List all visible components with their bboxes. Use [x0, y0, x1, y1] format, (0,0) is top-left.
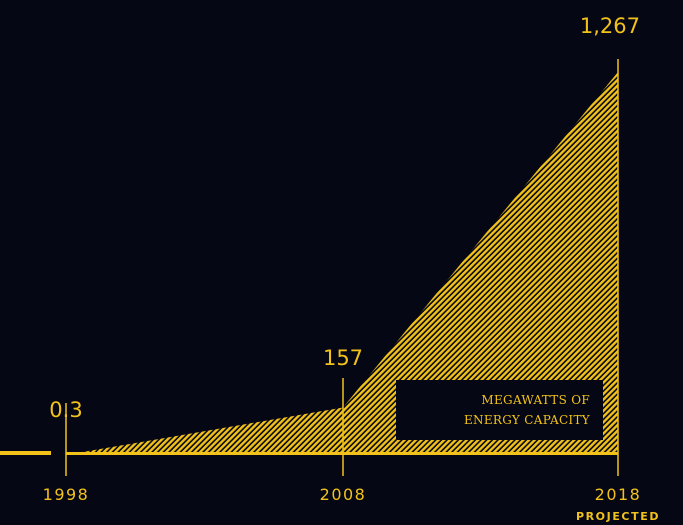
value-label-2008: 157 — [323, 346, 363, 370]
legend-line-1: MEGAWATTS OF — [481, 393, 590, 407]
note-label-2018: PROJECTED — [576, 510, 660, 523]
tick-line-1998 — [65, 403, 67, 476]
year-label-2008: 2008 — [320, 485, 367, 504]
tick-line-2008 — [342, 378, 344, 476]
baseline — [66, 452, 618, 455]
legend: MEGAWATTS OF ENERGY CAPACITY — [396, 380, 603, 440]
legend-box — [396, 380, 603, 440]
tick-line-2018 — [617, 59, 619, 476]
year-label-2018: 2018 — [595, 485, 642, 504]
baseline-stub — [0, 451, 51, 455]
legend-line-2: ENERGY CAPACITY — [464, 413, 591, 427]
value-label-1998: 0.3 — [49, 398, 82, 422]
capacity-area — [66, 72, 618, 455]
year-label-1998: 1998 — [43, 485, 90, 504]
value-label-2018: 1,267 — [580, 14, 640, 38]
